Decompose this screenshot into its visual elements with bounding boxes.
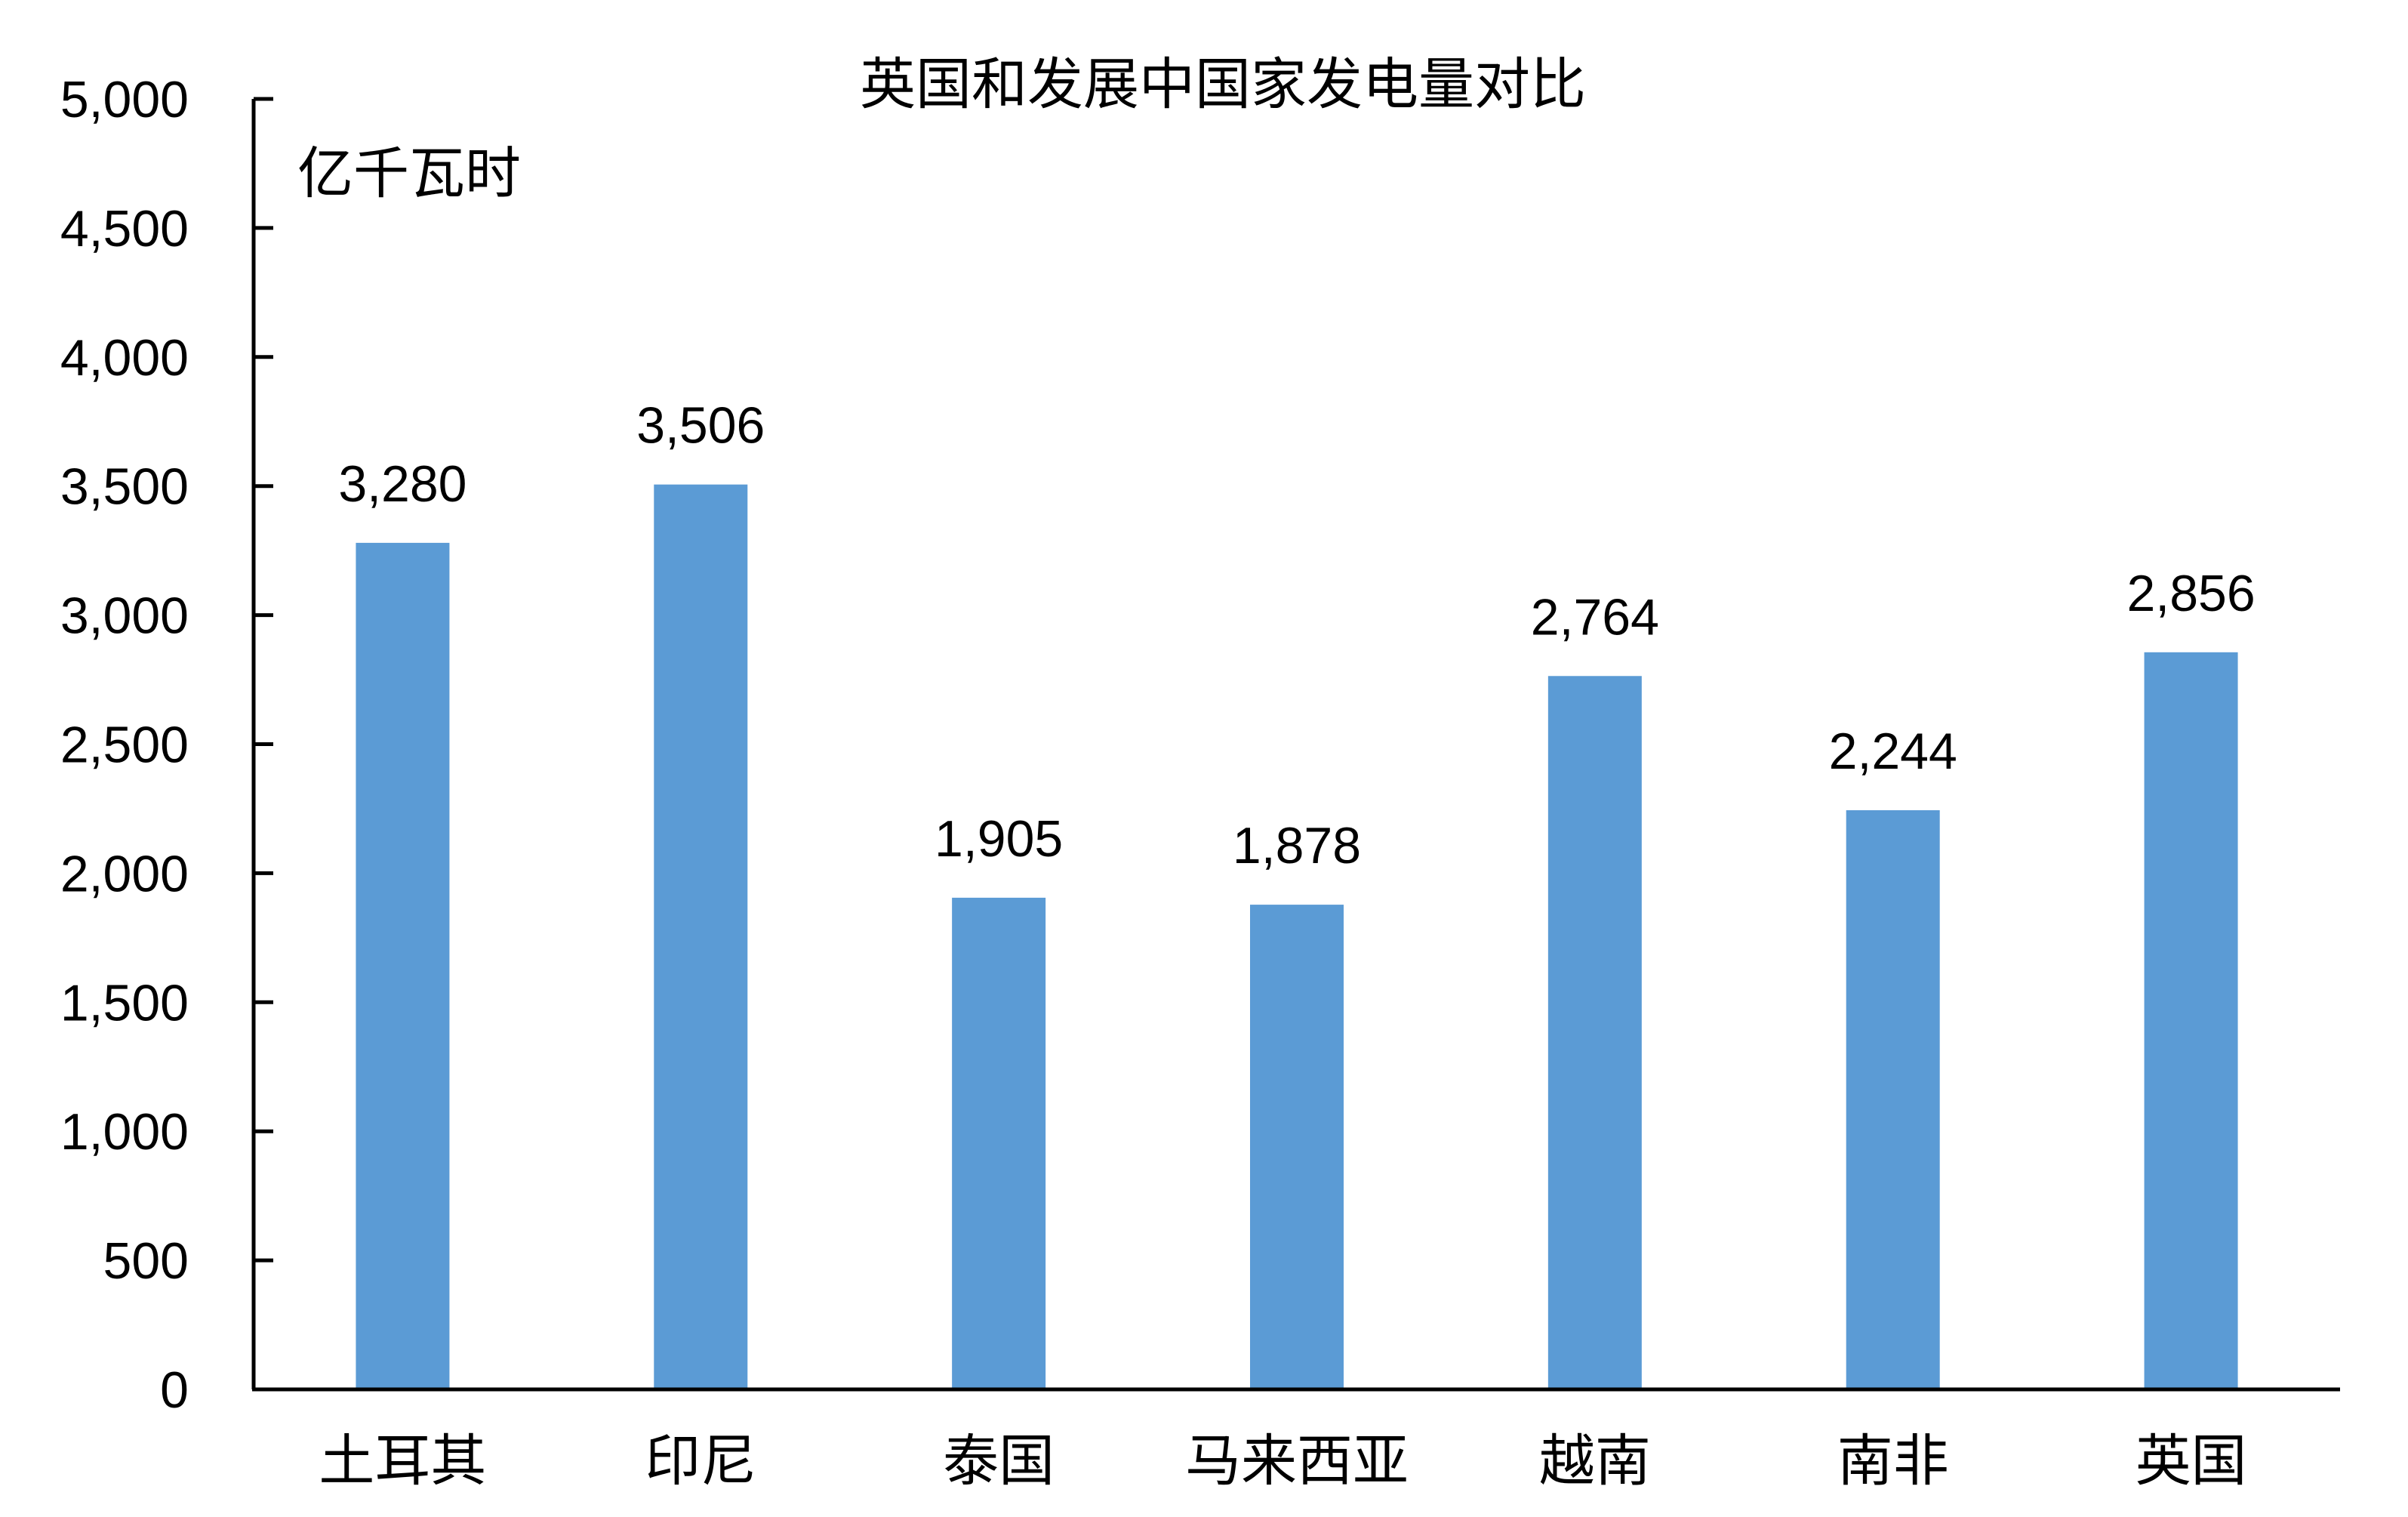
data-label: 2,244 <box>1829 723 1957 780</box>
bar <box>952 897 1046 1389</box>
bars-group <box>356 484 2238 1389</box>
data-label: 1,905 <box>935 810 1063 868</box>
x-axis-labels: 土耳其 印尼 泰国 马来西亚 越南 南非 英国 <box>319 1429 2246 1494</box>
y-tick-label: 3,500 <box>60 458 189 516</box>
x-tick-label: 南非 <box>1837 1429 1949 1494</box>
x-tick-label: 马来西亚 <box>1185 1429 1409 1494</box>
x-tick-label: 泰国 <box>943 1429 1055 1494</box>
y-axis-ticks: 0 500 1,000 1,500 2,000 2,500 3,000 3,500 4,000 4… <box>60 71 273 1419</box>
chart-title: 英国和发展中国家发电量对比 <box>860 52 1586 117</box>
y-tick-label: 3,000 <box>60 587 189 645</box>
y-tick-label: 0 <box>160 1361 189 1419</box>
y-tick-label: 500 <box>103 1232 189 1290</box>
bar <box>1250 905 1344 1389</box>
bar <box>356 542 450 1389</box>
x-tick-label: 土耳其 <box>319 1429 486 1494</box>
y-tick-label: 1,500 <box>60 974 189 1031</box>
x-tick-label: 印尼 <box>645 1429 756 1494</box>
y-tick-label: 2,000 <box>60 845 189 902</box>
data-label: 3,506 <box>636 397 765 455</box>
x-tick-label: 越南 <box>1539 1429 1651 1494</box>
data-label: 1,878 <box>1233 817 1361 874</box>
y-tick-label: 2,500 <box>60 717 189 774</box>
y-tick-label: 4,000 <box>60 329 189 387</box>
bar <box>1547 676 1642 1389</box>
data-labels-group: 3,280 3,506 1,905 1,878 2,764 2,244 2,856 <box>338 397 2255 874</box>
x-tick-label: 英国 <box>2135 1429 2247 1494</box>
data-label: 2,764 <box>1531 588 1659 646</box>
data-label: 2,856 <box>2126 565 2255 622</box>
y-unit-label: 亿千瓦时 <box>297 141 521 206</box>
bar <box>654 484 748 1389</box>
y-tick-label: 4,500 <box>60 200 189 257</box>
bar <box>2144 652 2238 1389</box>
y-tick-label: 1,000 <box>60 1103 189 1161</box>
y-tick-label: 5,000 <box>60 71 189 128</box>
data-label: 3,280 <box>338 455 467 513</box>
bar <box>1846 810 1940 1389</box>
